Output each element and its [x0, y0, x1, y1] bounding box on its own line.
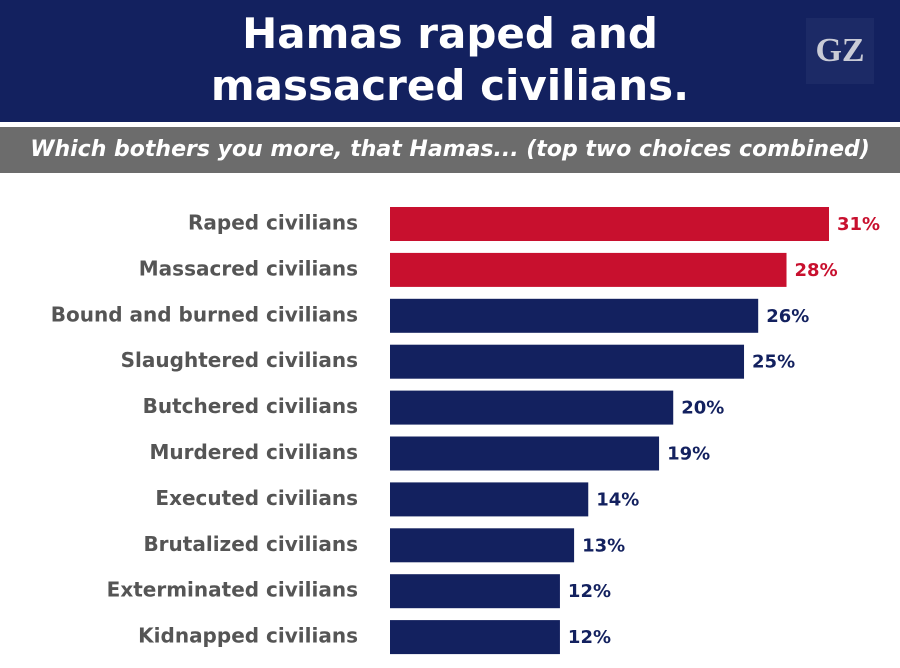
value-label: 13% — [582, 535, 625, 556]
value-label: 14% — [596, 489, 639, 510]
category-label: Raped civilians — [188, 211, 358, 235]
bar — [390, 574, 560, 609]
category-label: Massacred civilians — [139, 256, 358, 280]
chart-title: Hamas raped and massacred civilians. — [210, 9, 690, 110]
logo: GZ — [806, 18, 874, 84]
header: Hamas raped and massacred civilians. GZ — [0, 0, 900, 122]
value-label: 26% — [766, 306, 809, 327]
bar — [390, 482, 589, 517]
category-label: Kidnapped civilians — [138, 624, 358, 648]
bar — [390, 528, 575, 563]
bar — [390, 344, 745, 379]
value-label: 12% — [568, 627, 611, 648]
value-label: 12% — [568, 581, 611, 602]
value-label: 31% — [837, 214, 880, 235]
bar — [390, 207, 829, 241]
bar — [390, 436, 660, 471]
bar — [390, 620, 560, 655]
value-label: 28% — [795, 260, 838, 281]
value-label: 19% — [667, 444, 710, 465]
category-label: Exterminated civilians — [107, 578, 358, 602]
category-label: Butchered civilians — [143, 394, 358, 418]
bar — [390, 390, 674, 425]
category-label: Executed civilians — [155, 486, 358, 510]
category-label: Slaughtered civilians — [121, 348, 358, 372]
value-label: 20% — [681, 398, 724, 419]
value-label: 25% — [752, 352, 795, 373]
category-label: Bound and burned civilians — [51, 302, 358, 326]
category-label: Murdered civilians — [149, 440, 358, 464]
category-label: Brutalized civilians — [143, 532, 358, 556]
bar — [390, 252, 787, 287]
bar — [390, 298, 759, 333]
chart: Raped civilians 31% Massacred civilians 28%… — [51, 207, 880, 655]
chart-subtitle: Which bothers you more, that Hamas... (t… — [0, 127, 900, 173]
